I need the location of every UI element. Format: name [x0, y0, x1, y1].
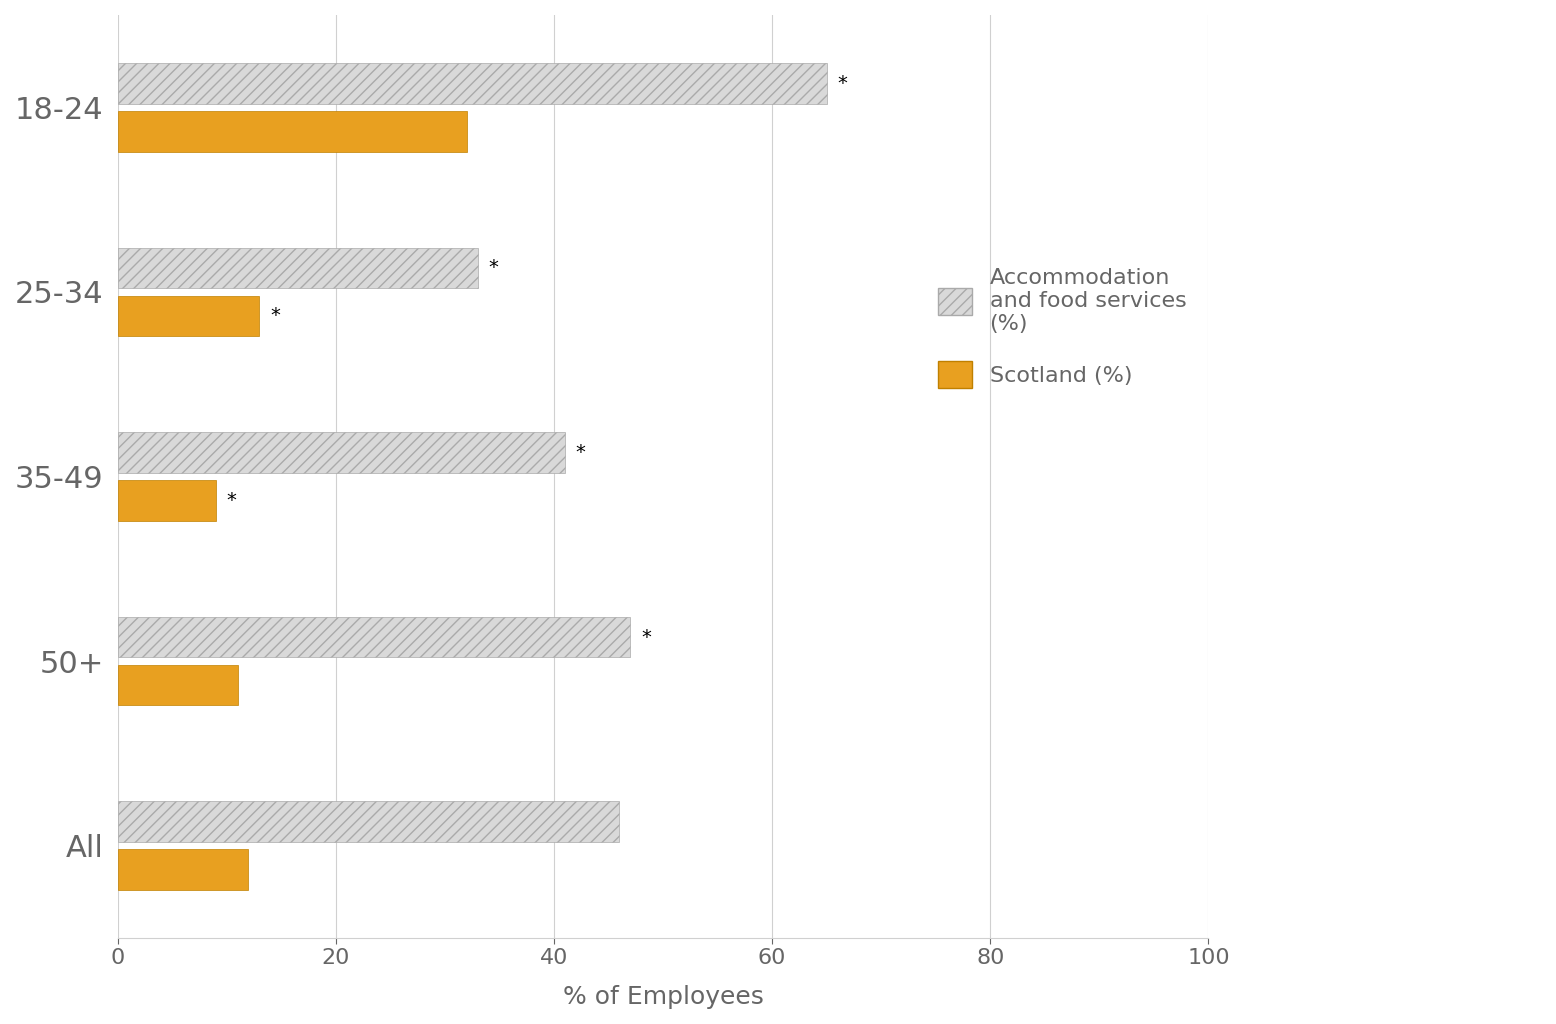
Text: *: * — [227, 490, 237, 510]
Text: *: * — [837, 74, 848, 93]
X-axis label: % of Employees: % of Employees — [563, 985, 764, 1009]
Bar — [118, 616, 630, 657]
Bar — [118, 665, 238, 706]
Bar — [118, 432, 565, 473]
Legend: Accommodation
and food services
(%), Scotland (%): Accommodation and food services (%), Sco… — [927, 257, 1198, 399]
Text: *: * — [271, 306, 280, 326]
Bar — [118, 63, 826, 103]
Bar — [118, 802, 619, 842]
Text: *: * — [489, 258, 498, 278]
Bar — [118, 111, 467, 152]
Text: *: * — [641, 628, 650, 646]
Bar — [118, 849, 249, 890]
Bar — [118, 296, 260, 336]
Bar — [118, 248, 478, 288]
Bar — [118, 480, 216, 521]
Text: *: * — [576, 443, 585, 462]
